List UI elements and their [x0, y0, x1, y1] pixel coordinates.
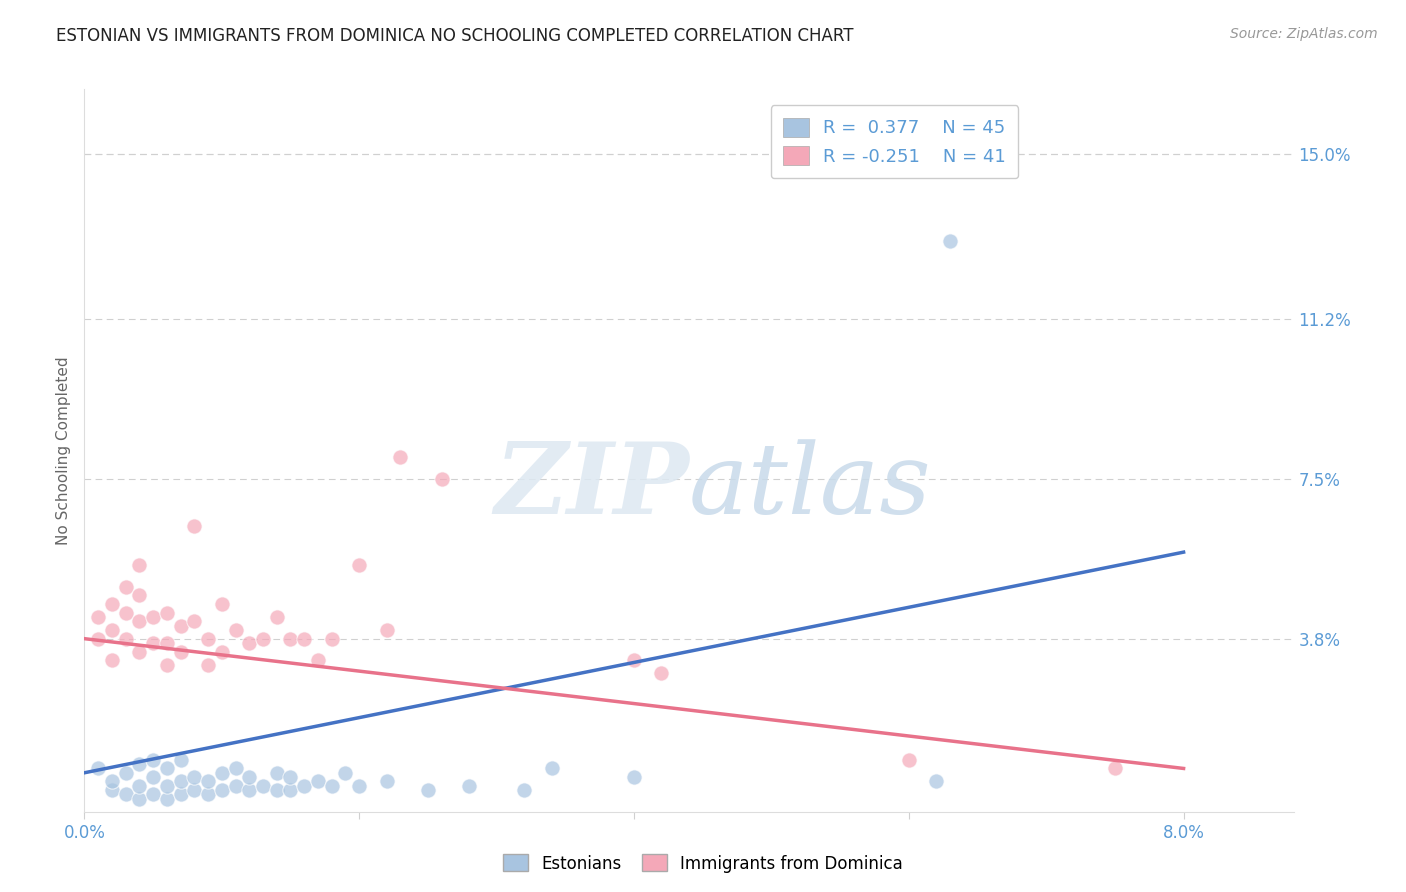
Point: [87, 632, 110, 646]
Point: [375, 774, 398, 789]
Point: [197, 632, 219, 646]
Point: [321, 779, 343, 793]
Point: [142, 770, 165, 784]
Point: [252, 632, 274, 646]
Point: [307, 653, 329, 667]
Point: [252, 779, 274, 793]
Point: [128, 779, 150, 793]
Point: [183, 519, 205, 533]
Text: ESTONIAN VS IMMIGRANTS FROM DOMINICA NO SCHOOLING COMPLETED CORRELATION CHART: ESTONIAN VS IMMIGRANTS FROM DOMINICA NO …: [56, 27, 853, 45]
Point: [540, 761, 562, 775]
Point: [225, 761, 247, 775]
Point: [292, 779, 315, 793]
Point: [211, 597, 233, 611]
Point: [101, 597, 124, 611]
Text: Source: ZipAtlas.com: Source: ZipAtlas.com: [1230, 27, 1378, 41]
Point: [335, 765, 357, 780]
Point: [87, 761, 110, 775]
Point: [197, 657, 219, 672]
Point: [266, 610, 288, 624]
Text: ZIP: ZIP: [494, 438, 689, 535]
Point: [128, 645, 150, 659]
Point: [114, 765, 136, 780]
Point: [416, 783, 439, 797]
Point: [183, 615, 205, 629]
Point: [389, 450, 412, 464]
Point: [430, 472, 453, 486]
Point: [225, 779, 247, 793]
Point: [128, 588, 150, 602]
Point: [142, 788, 165, 802]
Point: [280, 632, 302, 646]
Point: [211, 765, 233, 780]
Point: [142, 610, 165, 624]
Point: [897, 753, 920, 767]
Point: [128, 558, 150, 573]
Point: [156, 779, 179, 793]
Point: [101, 774, 124, 789]
Point: [197, 788, 219, 802]
Point: [156, 761, 179, 775]
Point: [197, 774, 219, 789]
Point: [347, 558, 370, 573]
Point: [650, 666, 672, 681]
Point: [183, 783, 205, 797]
Point: [169, 774, 191, 789]
Point: [114, 606, 136, 620]
Point: [211, 645, 233, 659]
Point: [321, 632, 343, 646]
Point: [142, 636, 165, 650]
Y-axis label: No Schooling Completed: No Schooling Completed: [56, 356, 72, 545]
Point: [169, 645, 191, 659]
Point: [169, 753, 191, 767]
Point: [238, 770, 260, 784]
Point: [114, 788, 136, 802]
Point: [266, 765, 288, 780]
Point: [128, 757, 150, 772]
Point: [266, 783, 288, 797]
Point: [280, 783, 302, 797]
Point: [156, 606, 179, 620]
Point: [292, 632, 315, 646]
Point: [375, 623, 398, 637]
Point: [101, 783, 124, 797]
Point: [347, 779, 370, 793]
Point: [1104, 761, 1126, 775]
Legend: R =  0.377    N = 45, R = -0.251    N = 41: R = 0.377 N = 45, R = -0.251 N = 41: [770, 105, 1018, 178]
Point: [142, 753, 165, 767]
Point: [156, 636, 179, 650]
Point: [183, 770, 205, 784]
Point: [114, 632, 136, 646]
Point: [156, 791, 179, 805]
Point: [458, 779, 481, 793]
Point: [101, 623, 124, 637]
Point: [101, 653, 124, 667]
Point: [128, 791, 150, 805]
Text: atlas: atlas: [689, 439, 932, 534]
Point: [238, 636, 260, 650]
Point: [513, 783, 536, 797]
Point: [114, 580, 136, 594]
Point: [169, 788, 191, 802]
Point: [238, 783, 260, 797]
Point: [307, 774, 329, 789]
Point: [211, 783, 233, 797]
Point: [169, 618, 191, 632]
Point: [623, 770, 645, 784]
Point: [623, 653, 645, 667]
Point: [128, 615, 150, 629]
Point: [156, 657, 179, 672]
Legend: Estonians, Immigrants from Dominica: Estonians, Immigrants from Dominica: [496, 847, 910, 880]
Point: [225, 623, 247, 637]
Point: [87, 610, 110, 624]
Point: [280, 770, 302, 784]
Point: [925, 774, 948, 789]
Point: [939, 234, 962, 248]
